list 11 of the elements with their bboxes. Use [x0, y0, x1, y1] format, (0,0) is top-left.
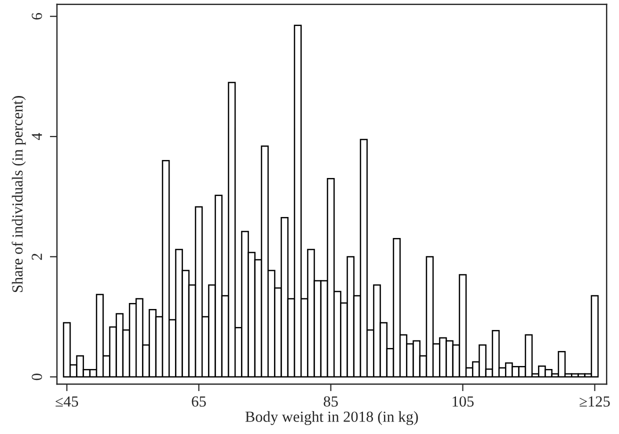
- y-tick-label: 2: [32, 254, 42, 260]
- y-tick-label: 0: [32, 374, 42, 380]
- x-tick-label: 85: [324, 396, 338, 407]
- y-tick-label: 6: [32, 12, 42, 20]
- x-tick-label: ≥125: [580, 396, 610, 407]
- y-tick-label: 4: [32, 132, 42, 140]
- y-axis-title: Share of individuals (in percent): [12, 96, 26, 292]
- x-tick-label: ≤45: [56, 396, 78, 407]
- x-axis-title: Body weight in 2018 (in kg): [245, 411, 418, 426]
- x-tick-label: 105: [452, 396, 474, 407]
- x-tick-label: 65: [192, 396, 206, 407]
